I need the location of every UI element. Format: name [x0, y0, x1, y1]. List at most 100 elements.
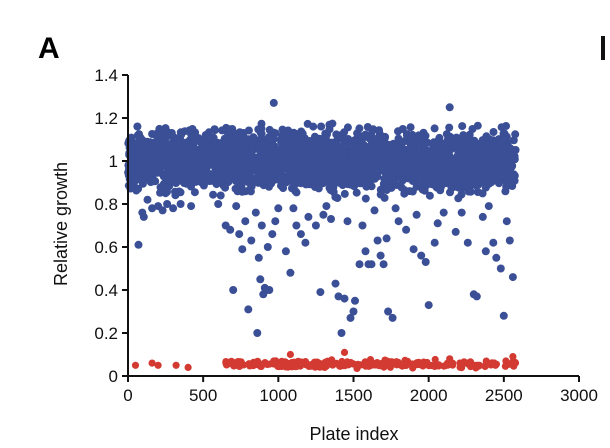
data-point — [166, 175, 175, 184]
data-point — [337, 329, 346, 337]
data-point — [257, 362, 265, 370]
y-tick-label: 0.2 — [94, 324, 118, 343]
data-point — [447, 173, 456, 182]
data-point — [154, 149, 163, 158]
data-point — [355, 260, 364, 269]
data-point — [478, 146, 486, 155]
data-point — [247, 147, 256, 156]
data-point — [330, 161, 339, 170]
data-point — [241, 164, 250, 173]
data-point — [143, 195, 152, 204]
data-point — [208, 175, 217, 183]
data-point — [275, 174, 284, 183]
data-point — [356, 172, 365, 181]
data-point — [291, 187, 300, 196]
data-point — [295, 359, 303, 367]
y-tick-label: 1 — [109, 152, 118, 171]
x-tick-label: 1000 — [259, 386, 297, 405]
data-point — [148, 204, 157, 213]
data-point — [357, 143, 366, 152]
data-point — [441, 140, 450, 149]
data-point — [187, 202, 196, 211]
data-point — [281, 247, 290, 256]
data-point — [321, 359, 329, 367]
data-point — [478, 212, 487, 221]
data-point — [509, 353, 517, 361]
data-point — [333, 194, 342, 202]
data-point — [414, 167, 422, 176]
data-point — [502, 357, 510, 365]
data-point — [283, 163, 292, 172]
x-tick-label: 2000 — [410, 386, 448, 405]
data-point — [501, 187, 510, 196]
data-point — [319, 210, 328, 219]
data-point — [247, 140, 256, 149]
data-point — [396, 148, 405, 157]
data-point — [457, 176, 466, 185]
data-point — [473, 121, 482, 130]
data-point — [382, 175, 391, 184]
data-point — [199, 144, 208, 153]
data-point — [153, 129, 162, 138]
data-point — [311, 221, 320, 230]
y-tick-label: 0 — [109, 367, 118, 386]
data-point — [223, 361, 231, 369]
data-point — [156, 188, 165, 197]
data-point — [132, 170, 141, 179]
data-point — [209, 141, 218, 150]
data-point — [322, 202, 331, 211]
data-point — [187, 182, 195, 191]
data-point — [149, 138, 157, 147]
data-point — [447, 182, 456, 191]
data-point — [274, 204, 283, 213]
data-point — [168, 157, 177, 166]
data-point — [470, 159, 479, 168]
data-point — [334, 292, 343, 301]
data-point — [376, 251, 385, 260]
data-point — [286, 350, 294, 359]
data-point — [238, 152, 247, 161]
data-point — [247, 158, 256, 167]
data-point — [396, 137, 405, 146]
data-point — [140, 139, 149, 148]
data-point — [184, 363, 192, 371]
data-point — [190, 188, 199, 197]
data-point — [254, 168, 262, 177]
data-point — [230, 129, 239, 138]
data-point — [201, 131, 210, 139]
data-point — [229, 174, 238, 182]
data-point — [376, 190, 385, 199]
data-point — [382, 234, 391, 243]
data-point — [235, 145, 244, 154]
data-point — [171, 191, 180, 200]
data-point — [511, 130, 520, 139]
data-point — [154, 361, 162, 369]
data-point — [391, 204, 400, 213]
data-point — [468, 147, 477, 156]
data-point — [354, 360, 362, 368]
data-point — [511, 359, 520, 367]
data-point — [253, 329, 262, 337]
data-point — [373, 236, 382, 245]
data-point — [367, 260, 376, 269]
data-point — [349, 307, 358, 316]
data-point — [401, 172, 410, 181]
data-point — [394, 217, 403, 226]
data-point — [331, 279, 340, 288]
data-point — [509, 136, 518, 145]
data-point — [392, 181, 401, 189]
data-point — [431, 169, 440, 178]
data-point — [226, 144, 235, 153]
data-point — [296, 175, 305, 184]
data-point — [251, 208, 260, 217]
data-point — [330, 172, 339, 181]
data-point — [303, 154, 312, 163]
data-point — [386, 363, 394, 371]
data-point — [301, 238, 310, 247]
data-point — [232, 202, 241, 211]
y-tick-label: 0.6 — [94, 238, 118, 257]
data-point — [406, 147, 415, 155]
data-point — [392, 161, 401, 170]
data-point — [269, 98, 278, 107]
data-point — [257, 119, 266, 128]
